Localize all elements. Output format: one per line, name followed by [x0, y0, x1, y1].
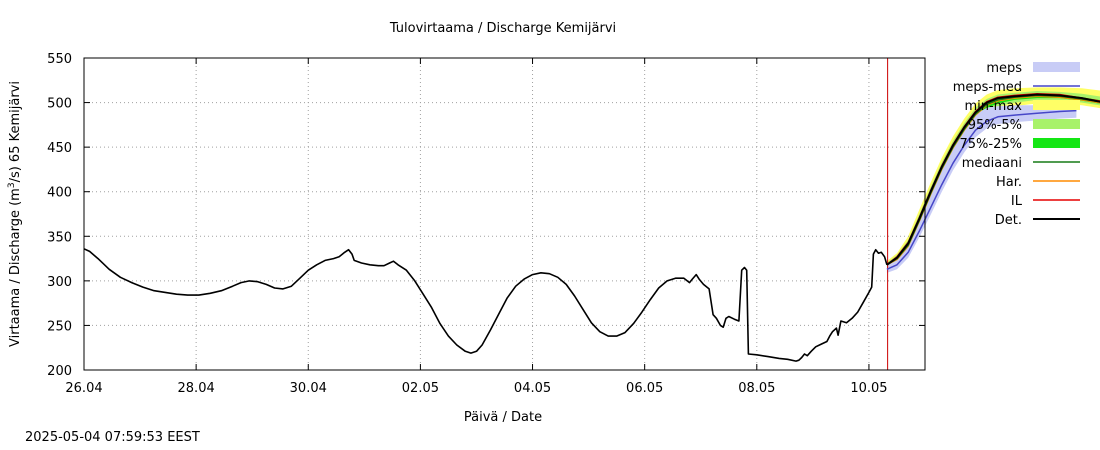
x-tick-label: 04.05	[514, 381, 551, 396]
legend: meps meps-med min-max 95%-5% 75%-25% mediaani…	[953, 61, 1080, 228]
legend-label: Har.	[996, 175, 1022, 190]
timestamp: 2025-05-04 07:59:53 EEST	[25, 430, 200, 445]
x-axis-ticks: 26.04 28.04 30.04 02.05 04.05 06.05 08.05 10.05	[65, 58, 888, 396]
forecast-bands	[886, 87, 1100, 273]
series-lines	[83, 92, 1100, 362]
x-tick-label: 06.05	[626, 381, 663, 396]
y-axis-ticks: 200 250 300 350 400 450 500 550	[47, 52, 925, 379]
legend-label: min-max	[964, 99, 1022, 114]
x-tick-label: 10.05	[850, 381, 887, 396]
y-axis-label: Virtaama / Discharge (m3/s) 65 Kemijärvi	[7, 81, 23, 347]
series-observed	[83, 248, 888, 362]
chart-title: Tulovirtaama / Discharge Kemijärvi	[389, 21, 616, 36]
y-tick-label: 200	[47, 364, 72, 379]
legend-swatch-p95_5	[1033, 119, 1080, 129]
legend-label: 75%-25%	[960, 137, 1022, 152]
legend-swatch-meps	[1033, 62, 1080, 72]
x-tick-label: 08.05	[738, 381, 775, 396]
legend-label: meps-med	[953, 80, 1022, 95]
y-axis-label-suffix: /s) 65 Kemijärvi	[8, 81, 23, 182]
y-tick-label: 450	[47, 141, 72, 156]
legend-label: mediaani	[962, 156, 1022, 171]
legend-swatch-p75_25	[1033, 138, 1080, 148]
legend-label: Det.	[995, 213, 1022, 228]
y-axis-label-prefix: Virtaama / Discharge (m	[8, 188, 23, 347]
y-axis-label-superscript: 3	[7, 182, 17, 188]
x-tick-label: 30.04	[290, 381, 327, 396]
y-tick-label: 400	[47, 186, 72, 201]
plot-frame	[83, 57, 926, 371]
x-tick-label: 26.04	[65, 381, 102, 396]
legend-swatch-minmax	[1033, 100, 1080, 110]
x-tick-label: 28.04	[178, 381, 215, 396]
y-tick-label: 350	[47, 230, 72, 245]
legend-label: 95%-5%	[968, 118, 1022, 133]
y-tick-label: 250	[47, 319, 72, 334]
x-axis-label: Päivä / Date	[464, 410, 542, 425]
y-tick-label: 300	[47, 275, 72, 290]
series-meps-med	[886, 109, 1077, 270]
legend-label: IL	[1011, 194, 1023, 209]
legend-label: meps	[986, 61, 1022, 76]
y-tick-label: 500	[47, 97, 72, 112]
y-tick-label: 550	[47, 52, 72, 67]
series-det	[886, 93, 1100, 266]
grid-lines	[84, 58, 925, 370]
x-tick-label: 02.05	[402, 381, 439, 396]
